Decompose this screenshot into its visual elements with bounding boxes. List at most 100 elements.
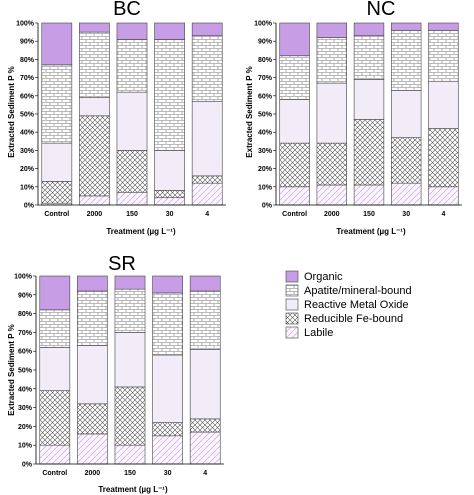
bar-segment-reducible	[116, 150, 148, 193]
legend-label: Apatite/mineral-bound	[304, 285, 412, 297]
panel-title: NC	[367, 0, 396, 20]
y-tick-label: 70%	[18, 330, 33, 337]
y-tick-label: 40%	[258, 130, 273, 137]
bar-segment-reducible	[152, 422, 183, 437]
bar-segment-reactive	[191, 100, 223, 177]
y-tick-label: 90%	[258, 39, 273, 46]
bar-segment-labile	[79, 195, 110, 206]
bar-segment-labile	[116, 191, 148, 206]
x-tick-label: 30	[164, 470, 172, 477]
y-axis-label: Extracted Sediment P %	[245, 66, 254, 157]
y-tick-label: 80%	[258, 57, 273, 64]
y-tick-label: 20%	[18, 424, 33, 431]
y-tick-label: 50%	[20, 112, 35, 119]
y-tick-label: 80%	[18, 311, 33, 318]
bar-segment-reducible	[191, 175, 223, 184]
bar-segment-apatite	[189, 290, 221, 350]
y-tick-label: 10%	[258, 184, 273, 191]
x-tick-label: 150	[126, 211, 138, 218]
bar-segment-apatite	[152, 292, 183, 356]
x-tick-label: 4	[441, 211, 445, 218]
bar-segment-organic	[316, 22, 347, 38]
plot-area: 0% 10% 20% 30% 40% 50% 60% 70% 80% 90% 100% Control…	[14, 274, 224, 477]
y-tick-label: 100%	[16, 21, 35, 28]
bar-segment-organic	[114, 275, 146, 290]
legend-item-organic: Organic	[285, 270, 343, 283]
y-tick-label: 60%	[20, 93, 35, 100]
x-tick-label: 4	[205, 211, 209, 218]
y-tick-label: 90%	[20, 39, 35, 46]
bar-segment-reactive	[353, 79, 385, 120]
bar-segment-reducible	[189, 418, 221, 433]
legend-swatch-organic	[285, 270, 299, 283]
y-tick-label: 80%	[20, 57, 35, 64]
bar-segment-reducible	[279, 142, 310, 188]
bar-segment-reactive	[116, 91, 148, 151]
bar-segment-labile	[191, 182, 223, 206]
bar-segment-apatite	[114, 288, 146, 333]
bar-segment-organic	[428, 22, 459, 31]
bar-segment-reactive	[189, 349, 221, 420]
bar-segment-reactive	[391, 90, 422, 138]
bar-segment-apatite	[79, 31, 110, 98]
bar-segment-reactive	[428, 80, 459, 129]
legend: Organic Apatite/mineral-bound Reactive M…	[285, 270, 412, 339]
y-tick-label: 10%	[20, 184, 35, 191]
y-tick-label: 40%	[18, 386, 33, 393]
x-axis-label: Treatment (µg L⁻¹)	[106, 227, 176, 236]
panel-sr: SR Extracted Sediment P % Treatment (µg …	[7, 253, 224, 494]
bar-segment-reactive	[41, 142, 73, 182]
bar-segment-reducible	[79, 115, 110, 197]
y-tick-label: 10%	[18, 443, 33, 450]
bar-segment-organic	[191, 22, 223, 37]
y-tick-label: 0%	[24, 203, 35, 210]
y-tick-label: 0%	[262, 203, 273, 210]
bar-segment-reducible	[41, 181, 73, 204]
x-tick-label: 4	[203, 470, 207, 477]
bar-segment-organic	[152, 275, 183, 294]
y-tick-label: 0%	[22, 462, 33, 469]
legend-label: Organic	[304, 271, 343, 283]
bar-segment-apatite	[41, 64, 73, 144]
bar-segment-apatite	[391, 29, 422, 91]
y-tick-label: 20%	[20, 166, 35, 173]
panel-bc: BC Extracted Sediment P % Treatment (µg …	[7, 0, 226, 236]
y-tick-label: 50%	[258, 112, 273, 119]
bar-segment-organic	[353, 22, 385, 37]
bar-segment-reactive	[77, 345, 108, 405]
legend-label: Reducible Fe-bound	[304, 313, 403, 325]
y-tick-label: 40%	[20, 130, 35, 137]
bar-segment-apatite	[353, 35, 385, 80]
panel-title: BC	[113, 0, 141, 20]
bar-segment-reducible	[154, 190, 185, 199]
y-tick-label: 50%	[18, 368, 33, 375]
bar-segment-labile	[279, 186, 310, 206]
bar-segment-reducible	[353, 119, 385, 186]
bar-segment-reactive	[39, 347, 71, 391]
bar-segment-labile	[189, 431, 221, 465]
bar-segment-reactive	[114, 332, 146, 388]
legend-swatch-labile	[285, 326, 299, 339]
legend-swatch-reactive	[285, 298, 299, 311]
y-tick-label: 70%	[20, 75, 35, 82]
bar-segment-labile	[154, 197, 185, 206]
bar-segment-apatite	[116, 39, 148, 93]
bar-segment-labile	[39, 444, 71, 465]
y-tick-label: 100%	[254, 21, 273, 28]
bar-segment-organic	[79, 22, 110, 33]
bar-segment-labile	[152, 435, 183, 465]
bar-segment-reactive	[279, 99, 310, 144]
bar-segment-reactive	[154, 150, 185, 191]
x-tick-label: 30	[166, 211, 174, 218]
bar-segment-reactive	[316, 82, 347, 144]
bar-segment-organic	[116, 22, 148, 40]
x-tick-label: 150	[363, 211, 375, 218]
bar-segment-reactive	[79, 97, 110, 117]
legend-swatch-apatite	[285, 284, 299, 297]
bar-segment-labile	[391, 182, 422, 206]
bar-segment-apatite	[279, 55, 310, 100]
bar-segment-reducible	[428, 128, 459, 188]
x-tick-label: 150	[124, 470, 136, 477]
bar-segment-reducible	[39, 390, 71, 446]
